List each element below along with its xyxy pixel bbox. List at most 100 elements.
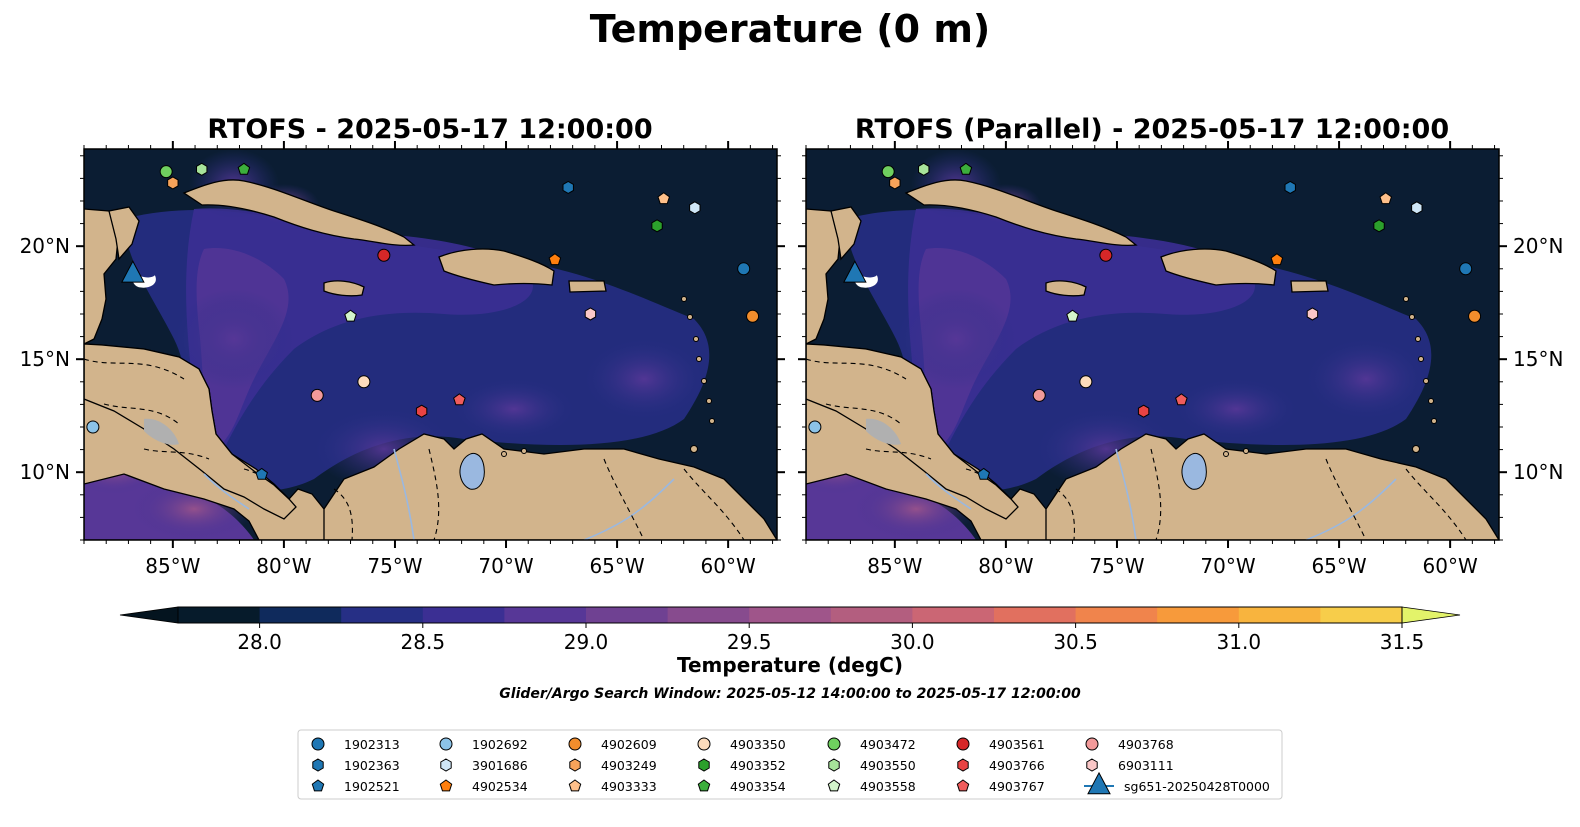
platform-marker-4903472 (159, 165, 173, 179)
platform-marker-4903249 (889, 176, 901, 190)
legend-item: sg651-20250428T0000 (1084, 771, 1270, 795)
legend-label: 4903352 (730, 758, 786, 773)
colorbar-block (749, 607, 832, 623)
lon-tick-label: 85°W (867, 554, 922, 578)
map-field-left (84, 149, 777, 540)
legend-marker-1902521 (311, 779, 325, 792)
legend-marker-1902363 (312, 758, 324, 772)
legend-item: 4903472 (827, 737, 916, 752)
legend-label: 1902521 (344, 779, 400, 794)
platform-marker-4903767 (1175, 393, 1188, 406)
platform-marker-4903350 (1079, 375, 1093, 389)
legend-marker-4902609 (568, 737, 582, 751)
colorbar-outline (177, 606, 1403, 624)
legend-item: 1902521 (311, 779, 400, 794)
platform-marker-6903111 (584, 307, 597, 321)
platform-marker-4903767 (453, 393, 466, 406)
lon-tick-label: 65°W (1311, 554, 1366, 578)
colorbar-block (1075, 607, 1158, 623)
lon-tick-label: 70°W (478, 554, 533, 578)
legend-item: 4903249 (569, 758, 657, 773)
legend-label: 4903472 (860, 737, 916, 752)
legend-item: 4902534 (439, 779, 528, 794)
colorbar-tick-label: 30.5 (1053, 630, 1098, 654)
legend-item: 4903550 (828, 758, 916, 773)
lon-tick-label: 70°W (1200, 554, 1255, 578)
platform-marker-1902363 (562, 180, 574, 194)
lon-tick-label: 80°W (978, 554, 1033, 578)
colorbar-tick-label: 28.5 (401, 630, 446, 654)
colorbar: 28.0 28.5 29.0 29.5 30.0 30.5 31.0 31.5 Tempera… (119, 606, 1461, 677)
platform-marker-4902534 (1270, 253, 1284, 266)
legend-label: 1902692 (472, 737, 528, 752)
colorbar-tick-label: 31.0 (1217, 630, 1262, 654)
colorbar-tick-label: 30.0 (890, 630, 935, 654)
legend-label: 4903558 (860, 779, 916, 794)
colorbar-blocks (119, 606, 1461, 624)
map-panel-right: RTOFS (Parallel) - 2025-05-17 12:00:00 8… (798, 114, 1563, 578)
colorbar-tick-label: 29.5 (727, 630, 772, 654)
platform-marker-4903354 (237, 162, 251, 175)
legend-item: 4903768 (1085, 737, 1174, 752)
legend-label: 4903768 (1118, 737, 1174, 752)
legend-label: 6903111 (1118, 758, 1174, 773)
lon-tick-label: 80°W (256, 554, 311, 578)
legend-marker-4903550 (828, 758, 840, 772)
legend-item: 4903561 (956, 737, 1045, 752)
platform-marker-4903249 (167, 176, 179, 190)
legend-item: 4903766 (957, 758, 1045, 773)
legend-marker-1902313 (311, 737, 325, 751)
legend-box (297, 729, 1283, 800)
colorbar-extend-high (1401, 606, 1461, 624)
platform-marker-4903472 (881, 165, 895, 179)
legend-label: sg651-20250428T0000 (1124, 779, 1270, 794)
colorbar-block (830, 607, 913, 623)
legend-item: 1902363 (312, 758, 400, 773)
platform-marker-1902692 (86, 420, 100, 434)
legend-item: 4903354 (697, 779, 786, 794)
legend-item: 4902609 (568, 737, 657, 752)
legend-marker-4903333 (568, 779, 582, 792)
platform-marker-4903352 (651, 219, 663, 233)
platform-markers-left (86, 162, 760, 480)
platform-marker-6903111 (1306, 307, 1319, 321)
legend-label: 4903350 (730, 737, 786, 752)
platform-marker-4903768 (310, 388, 324, 402)
axis-ticks-right: 85°W 80°W 75°W 70°W 65°W 60°W 10°N 15°N 20°N (798, 141, 1563, 578)
platform-marker-4903550 (918, 162, 930, 176)
legend-marker-4903561 (956, 737, 970, 751)
platform-marker-sg651-20250428T0000 (121, 260, 145, 283)
legend-label: 4903354 (730, 779, 786, 794)
legend-marker-6903111 (1086, 758, 1098, 772)
panel-title-right: RTOFS (Parallel) - 2025-05-17 12:00:00 (855, 114, 1449, 145)
lon-tick-label: 75°W (1089, 554, 1144, 578)
legend-label: 4903766 (989, 758, 1045, 773)
legend-label: 1902313 (344, 737, 400, 752)
platform-marker-4903350 (357, 375, 371, 389)
legend-label: 4903249 (601, 758, 657, 773)
map-field-right (806, 149, 1499, 540)
platform-marker-1902521 (255, 467, 268, 480)
colorbar-block (178, 607, 261, 623)
legend-marker-4903558 (827, 779, 841, 792)
legend-marker-4903350 (697, 737, 711, 751)
platform-marker-1902313 (737, 262, 751, 276)
colorbar-block (1320, 607, 1403, 623)
platform-marker-sg651-20250428T0000 (843, 260, 867, 283)
platform-markers-right (808, 162, 1482, 480)
legend-item: 1902313 (311, 737, 400, 752)
lat-tick-label: 15°N (1513, 347, 1563, 371)
legend-label: 3901686 (472, 758, 528, 773)
lat-tick-label: 15°N (20, 347, 70, 371)
lat-tick-label: 20°N (1513, 234, 1563, 258)
colorbar-block (1238, 607, 1321, 623)
legend-item: 4903558 (827, 779, 916, 794)
lon-tick-label: 60°W (1423, 554, 1478, 578)
legend-marker-4902534 (439, 779, 453, 792)
colorbar-block (586, 607, 669, 623)
platform-marker-1902363 (1284, 180, 1296, 194)
legend-label: 4903561 (989, 737, 1045, 752)
platform-marker-4903558 (344, 309, 357, 322)
legend-label: 4902609 (601, 737, 657, 752)
